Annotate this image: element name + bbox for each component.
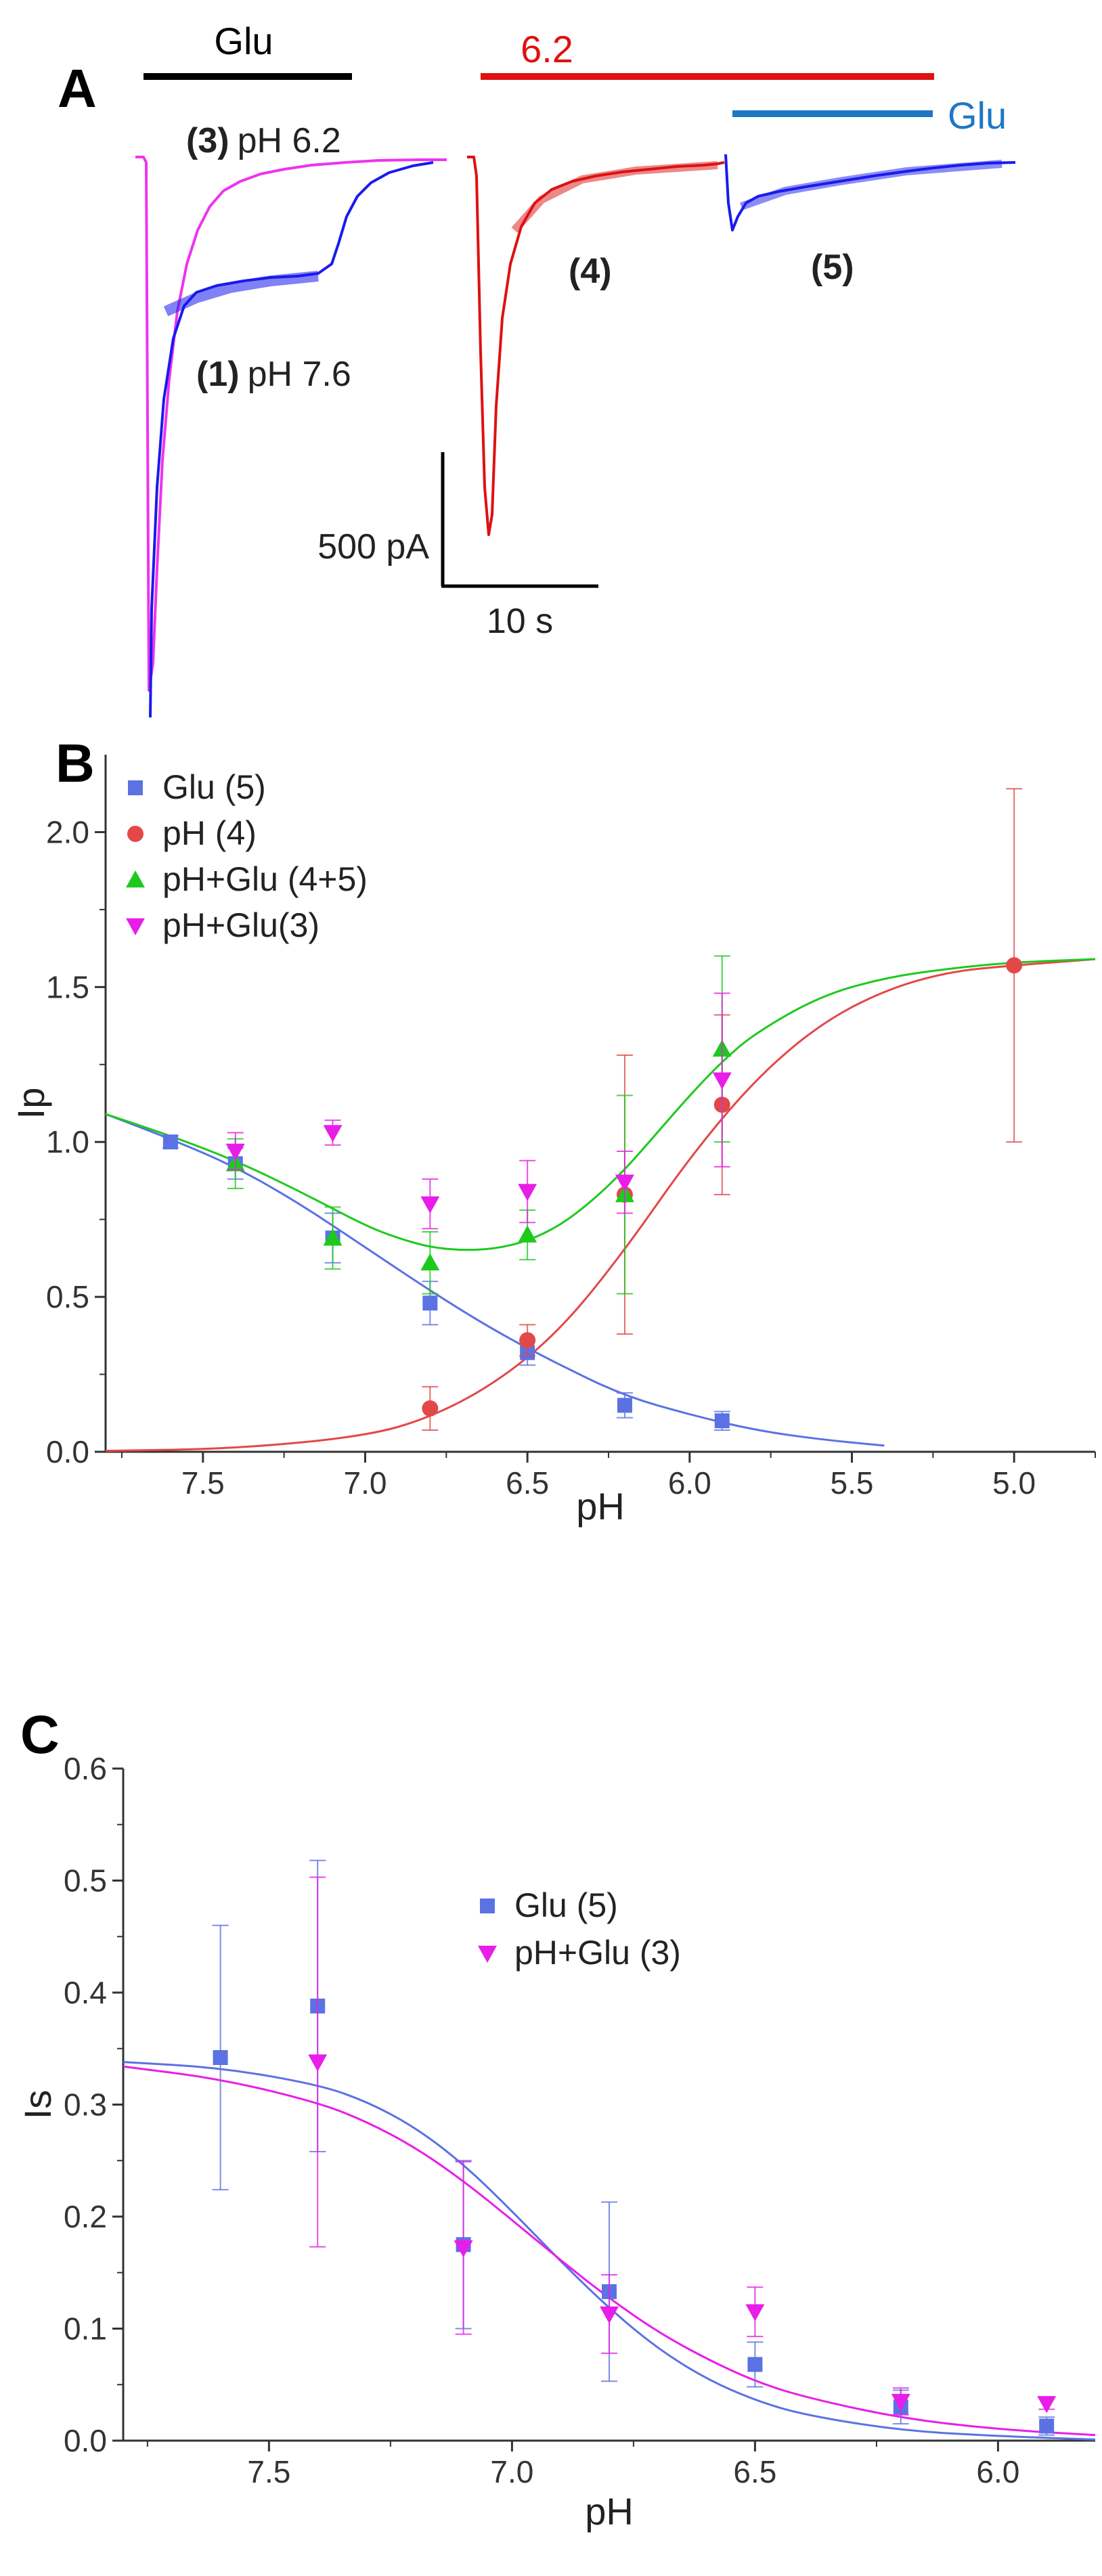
chart-c-legend-marker-glu-5 (480, 1898, 495, 1913)
chart-b-legend-marker-ph-4 (127, 826, 144, 842)
chart-b-ph-4-point (519, 1332, 536, 1349)
glu-application-label: Glu (214, 20, 273, 62)
chart-c-ph-glu-3-point (308, 2054, 328, 2072)
chart-c-glu-5-point (1039, 2418, 1055, 2434)
chart-b-x-axis-title: pH (576, 1485, 625, 1528)
chart-b-ph-4-point (422, 1400, 439, 1417)
panel-c-letter: C (20, 1704, 60, 1764)
chart-b-glu-5-point (162, 1134, 178, 1150)
chart-b-x-tick-label: 7.0 (343, 1465, 387, 1501)
trace-3-label: (3) pH 6.2 (186, 121, 341, 160)
trace-1-noise (163, 271, 319, 317)
chart-b-x-tick-label: 5.0 (992, 1465, 1036, 1501)
chart-c-legend-marker-ph-glu-3 (478, 1945, 497, 1963)
panel-b-letter: B (56, 733, 95, 793)
chart-b-glu-5-point (422, 1295, 438, 1311)
chart-b-ph-glu-3-point (420, 1196, 440, 1214)
chart-b-y-tick-label: 2.0 (46, 814, 89, 849)
chart-b-x-tick-label: 6.0 (668, 1465, 711, 1501)
chart-b-ph-glu-3-point (712, 1072, 732, 1090)
scale-bar-time-label: 10 s (487, 602, 553, 641)
trace-5-label: (5) (811, 248, 854, 287)
panel-a-letter: A (58, 58, 97, 118)
scale-bar-current-label: 500 pA (317, 527, 429, 567)
chart-c-y-tick-label: 0.0 (64, 2423, 107, 2458)
chart-b-y-axis-title: Ip (9, 1088, 52, 1119)
chart-b-ph-glu-4-5-point (518, 1225, 537, 1243)
chart-c-ph-glu-3-point (600, 2306, 619, 2324)
chart-c-y-axis-title: Is (16, 2090, 59, 2120)
chart-b-ph-4-point (1006, 957, 1023, 974)
ph-application-label: 6.2 (521, 28, 573, 70)
chart-b-x-tick-label: 7.5 (181, 1465, 225, 1501)
chart-b-legend-label-ph-glu-3: pH+Glu(3) (162, 906, 319, 944)
chart-c-y-tick-label: 0.1 (64, 2311, 107, 2347)
chart-c-glu-5-point (747, 2357, 763, 2372)
chart-c-ph-glu-3-point (454, 2240, 473, 2258)
chart-c-ph-glu-3-point (745, 2304, 765, 2322)
chart-b-ph-glu-fit-curve (105, 958, 1096, 1251)
chart-b-y-tick-label: 0.5 (46, 1279, 89, 1314)
chart-b-y-tick-label: 1.0 (46, 1124, 89, 1159)
chart-c-x-tick-label: 6.5 (733, 2454, 776, 2489)
chart-b-ph-fit-curve (105, 958, 1096, 1452)
trace-5-noise (739, 160, 1002, 210)
chart-c-y-tick-label: 0.3 (64, 2087, 107, 2123)
chart-c-glu-fit-curve (123, 2061, 1096, 2441)
chart-b-legend-label-ph-glu-4-5: pH+Glu (4+5) (162, 860, 368, 898)
chart-b-ph-glu-4-5-point (420, 1253, 440, 1270)
chart-c-plot: 7.5 7.0 6.5 6.0 0.0 0.1 0.2 0.3 0.4 0.5 0.6 pH Is Glu… (16, 1751, 1096, 2533)
chart-c-y-tick-label: 0.2 (64, 2199, 107, 2234)
chart-b-legend-marker-ph-glu-4-5 (126, 870, 145, 888)
chart-b-ph-glu-3-point (323, 1125, 343, 1142)
chart-b-legend-label-glu-5: Glu (5) (162, 768, 266, 806)
trace-3-ph-6-2 (135, 156, 447, 692)
chart-b-legend-marker-ph-glu-3 (126, 918, 145, 935)
chart-b-glu-5-point (617, 1398, 632, 1413)
chart-b-ph-glu-4-5-point (323, 1228, 343, 1246)
panel-a: A Glu 6.2 Glu (3) pH 6.2 (1) pH 7.6 (4) (5… (58, 20, 1016, 718)
chart-c-legend-label-ph-glu-3: pH+Glu (3) (514, 1934, 681, 1972)
chart-b-y-tick-label: 0.0 (46, 1434, 89, 1469)
chart-c-y-tick-label: 0.6 (64, 1751, 107, 1786)
chart-c-x-axis-title: pH (585, 2490, 634, 2533)
chart-b-glu-fit-curve (105, 1113, 885, 1447)
chart-c-x-tick-label: 7.0 (490, 2454, 533, 2489)
trace-1-label: (1) pH 7.6 (196, 355, 351, 394)
chart-c-x-tick-label: 7.5 (247, 2454, 290, 2489)
chart-b-plot: 7.5 7.0 6.5 6.0 5.5 5.0 0.0 0.5 1.0 1.5 2.0 pH Ip Glu… (9, 755, 1096, 1528)
chart-b-ph-glu-3-point (225, 1143, 245, 1161)
chart-b-x-tick-label: 5.5 (831, 1465, 874, 1501)
chart-b-legend-marker-glu-5 (128, 780, 143, 795)
panel-c: C 7.5 7.0 6.5 6.0 0.0 0.1 0.2 0.3 0.4 0.5 0.6 pH Is G… (16, 1704, 1096, 2533)
chart-c-y-tick-label: 0.4 (64, 1975, 107, 2010)
chart-b-glu-5-point (714, 1413, 730, 1429)
trace-4-ph-only (467, 156, 725, 536)
trace-4-label: (4) (569, 252, 612, 291)
chart-c-glu-5-point (213, 2049, 228, 2065)
chart-c-x-tick-label: 6.0 (976, 2454, 1019, 2489)
chart-b-x-tick-label: 6.5 (506, 1465, 549, 1501)
chart-b-ph-glu-3-point (615, 1174, 634, 1192)
chart-b-ph-glu-3-point (518, 1184, 537, 1201)
chart-c-legend-label-glu-5: Glu (5) (514, 1886, 618, 1924)
chart-c-ph-glu-fit-curve (123, 2065, 1096, 2437)
chart-c-y-tick-label: 0.5 (64, 1863, 107, 1898)
trace-4-noise (511, 161, 718, 233)
chart-c-ph-glu-3-point (1037, 2396, 1057, 2414)
chart-c-ph-glu-3-point (891, 2393, 910, 2412)
panel-b: B 7.5 7.0 6.5 6.0 5.5 5.0 0.0 0.5 1.0 1.5 2.0 pH Ip G… (9, 733, 1096, 1528)
glu2-application-label: Glu (948, 94, 1007, 137)
chart-b-legend-label-ph-4: pH (4) (162, 814, 257, 852)
chart-b-y-tick-label: 1.5 (46, 969, 89, 1004)
